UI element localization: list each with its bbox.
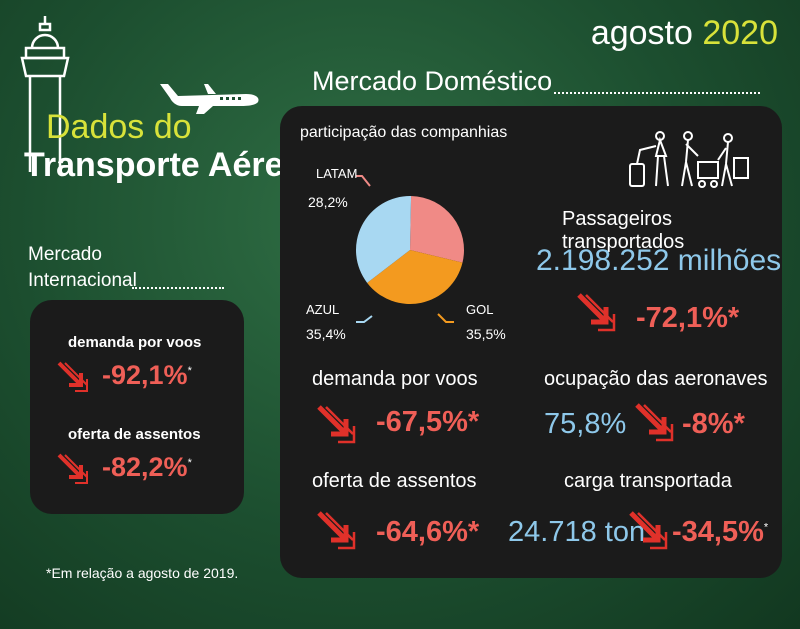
title-line2: Transporte Aéreo [24, 146, 305, 184]
intl-seats-asterisk: * [187, 457, 192, 469]
domestic-seats-change: -64,6%* [376, 516, 480, 548]
footnote: *Em relação a agosto de 2019. [46, 565, 239, 581]
market-share-pie-chart [356, 175, 464, 323]
title-line1: Dados do [46, 108, 192, 146]
down-arrow-icon [57, 361, 88, 392]
international-heading-dots [132, 287, 224, 289]
intl-seats-value-text: -82,2% [102, 452, 188, 482]
occupancy-value: 75,8% [544, 408, 627, 440]
down-arrow-icon [635, 403, 674, 442]
domestic-heading-dots [554, 92, 760, 94]
cargo-value: 24.718 ton [508, 516, 646, 548]
occupancy-change: -8%* [682, 408, 745, 440]
passengers-value: 2.198.252 milhões [536, 244, 782, 277]
cargo-change: -34,5%* [672, 516, 768, 549]
control-tower-icon [20, 16, 70, 172]
down-arrow-icon [317, 511, 356, 550]
report-year: 2020 [702, 14, 778, 52]
occupancy-label: ocupação das aeronaves [544, 368, 768, 390]
pie-slice-gol [367, 250, 463, 304]
pie-slice-azul [356, 196, 412, 283]
cargo-asterisk: * [763, 521, 769, 534]
down-arrow-icon [57, 453, 88, 484]
azul-leader-line [356, 315, 373, 323]
latam-leader-line [356, 175, 371, 187]
airplane-icon [160, 84, 259, 114]
intl-demand-label: demanda por voos [68, 334, 202, 351]
international-panel: demanda por voos -92,1%* oferta de assen… [30, 300, 244, 514]
intl-demand-value: -92,1%* [102, 360, 192, 391]
pie-label-latam: LATAM [316, 166, 358, 181]
international-heading-line2: Internacional [28, 270, 137, 291]
cargo-change-text: -34,5% [672, 516, 764, 548]
pie-label-azul: AZUL [306, 302, 340, 317]
pie-label-gol: GOL [466, 302, 494, 317]
cargo-label: carga transportada [564, 470, 732, 492]
domestic-demand-change: -67,5%* [376, 406, 480, 438]
intl-seats-label: oferta de assentos [68, 426, 201, 443]
pie-value-gol: 35,5% [466, 326, 506, 342]
intl-demand-asterisk: * [187, 365, 192, 377]
international-heading-line1: Mercado [28, 244, 102, 265]
intl-demand-value-text: -92,1% [102, 360, 188, 390]
down-arrow-icon [629, 511, 668, 550]
pie-value-azul: 35,4% [306, 326, 346, 342]
gol-leader-line [437, 313, 454, 323]
domestic-heading: Mercado Doméstico [312, 66, 553, 96]
passengers-change: -72,1%* [636, 302, 740, 334]
report-month: agosto [590, 14, 693, 52]
domestic-panel: participação das companhias LATAM 28,2% … [280, 106, 782, 578]
pie-slice-latam [410, 196, 464, 263]
down-arrow-icon [577, 293, 616, 332]
passengers-label: Passageiros transportados [562, 208, 685, 253]
passengers-icon [629, 131, 749, 188]
intl-seats-value: -82,2%* [102, 452, 192, 483]
share-title: participação das companhias [300, 124, 508, 141]
down-arrow-icon [317, 405, 356, 444]
pie-value-latam: 28,2% [308, 194, 348, 210]
domestic-demand-label: demanda por voos [312, 368, 478, 390]
domestic-seats-label: oferta de assentos [312, 470, 477, 492]
report-date: agosto 2020 [591, 14, 778, 53]
